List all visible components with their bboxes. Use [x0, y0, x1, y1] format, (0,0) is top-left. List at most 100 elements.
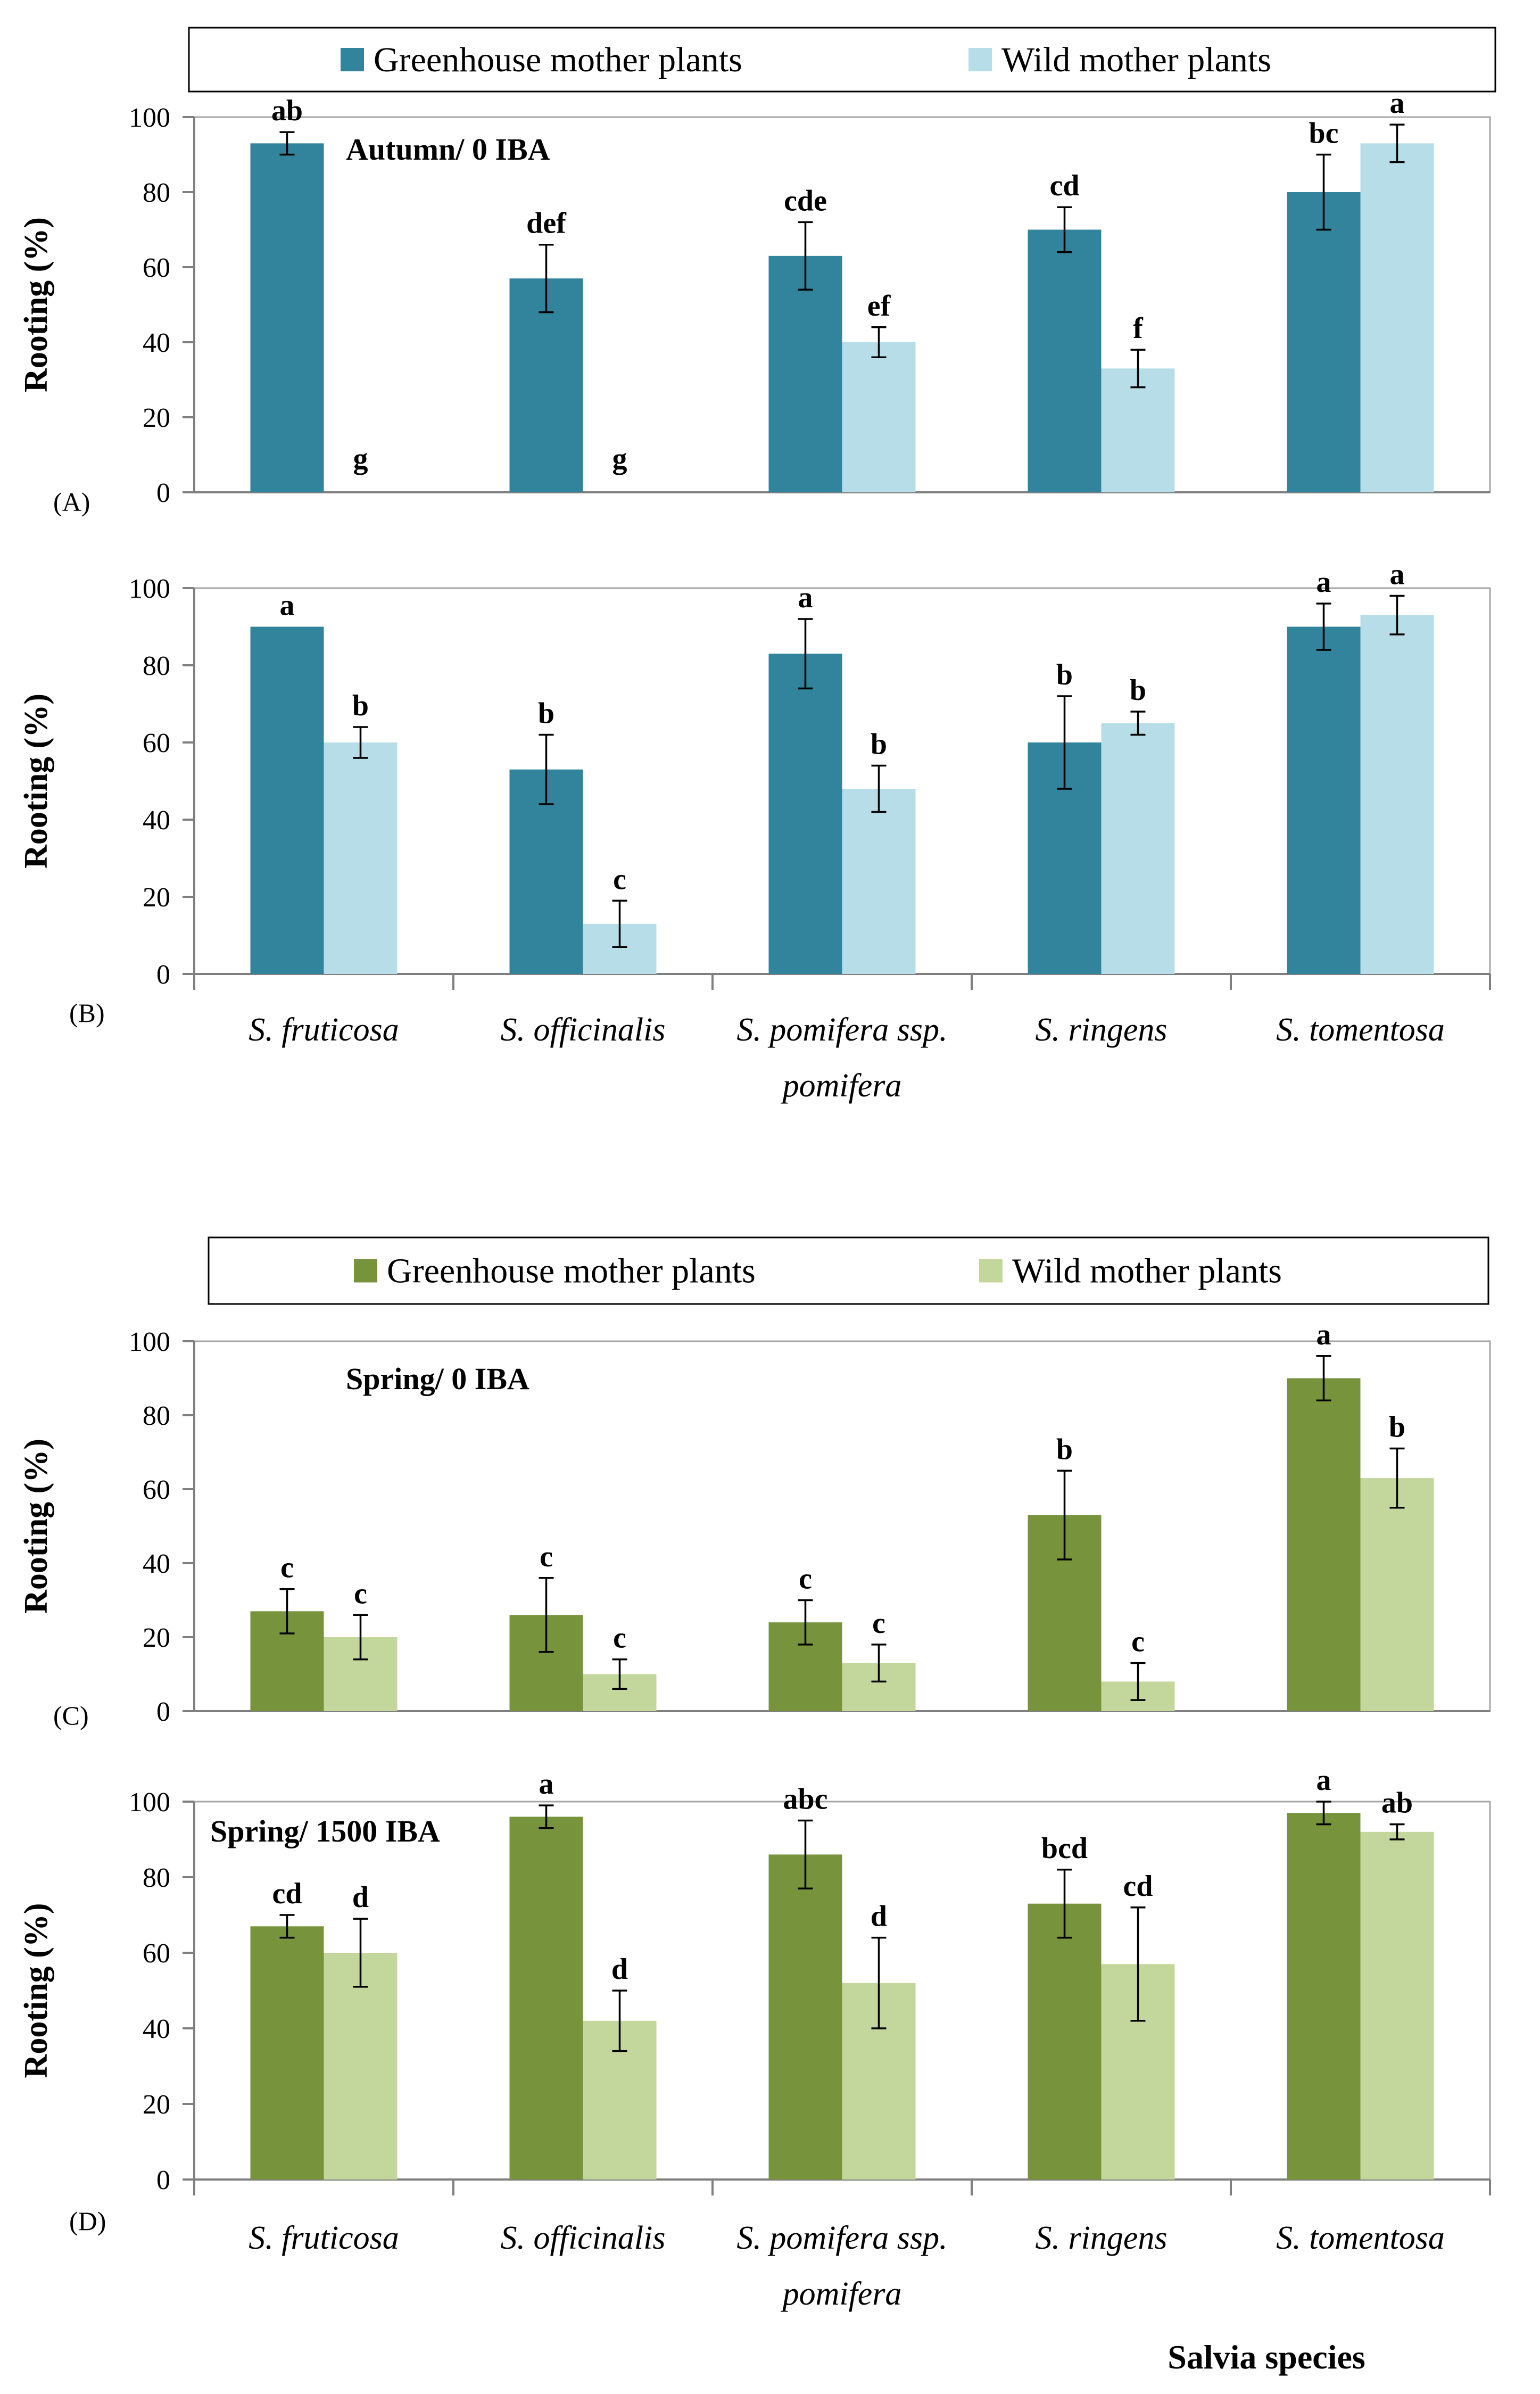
chart-panel-3: 0 20 40 60 80 100 Rooting (%) (D) Spring/ 1500 I…	[18, 1764, 1491, 2236]
significance-letter: d	[352, 1881, 369, 1914]
significance-letter: def	[526, 207, 567, 240]
significance-letter: c	[280, 1551, 294, 1584]
x-category-label: S. pomifera ssp.	[736, 1012, 947, 1048]
bar-wild	[324, 742, 398, 974]
legend-box	[188, 27, 1496, 93]
y-tick-label: 40	[143, 328, 170, 358]
y-tick-label: 20	[143, 403, 170, 433]
bar-greenhouse	[1028, 229, 1102, 492]
bar-wild	[1360, 615, 1434, 974]
bar-greenhouse	[1287, 192, 1361, 492]
y-tick-label: 40	[143, 805, 170, 836]
legend-swatch	[341, 48, 364, 71]
panel-label: (B)	[69, 998, 105, 1028]
x-category-label: pomifera	[781, 1068, 902, 1104]
legend-label: Wild mother plants	[1001, 40, 1271, 79]
significance-letter: ab	[1381, 1787, 1413, 1820]
bar-greenhouse	[1287, 626, 1361, 974]
significance-letter: ab	[271, 94, 303, 127]
significance-letter: ef	[867, 290, 891, 323]
significance-letter: c	[354, 1577, 367, 1610]
x-category-label: S. officinalis	[501, 2220, 666, 2256]
bar-greenhouse	[250, 1926, 324, 2180]
legend-swatch	[968, 48, 992, 71]
bar-greenhouse	[509, 1817, 583, 2180]
significance-letter: b	[871, 728, 887, 761]
significance-letter: d	[611, 1953, 628, 1986]
significance-letter: a	[1317, 1764, 1331, 1797]
bar-greenhouse	[250, 626, 324, 974]
y-tick-label: 100	[129, 574, 170, 604]
chart-panel-0: 0 20 40 60 80 100 Rooting (%) (A) Autumn/ 0 IBA a…	[18, 87, 1491, 517]
y-axis-title: Rooting (%)	[18, 1903, 54, 2078]
significance-letter: b	[538, 697, 554, 730]
panel-label: (D)	[69, 2206, 106, 2236]
significance-letter: b	[1130, 674, 1146, 707]
significance-letter: c	[613, 863, 626, 896]
significance-letter: a	[1317, 1318, 1331, 1351]
x-category-label: S. officinalis	[501, 1012, 666, 1048]
legend-label: Wild mother plants	[1012, 1252, 1282, 1291]
bar-greenhouse	[768, 654, 842, 974]
y-tick-label: 60	[143, 1938, 170, 1969]
bar-greenhouse	[1287, 1378, 1361, 1711]
y-tick-label: 40	[143, 1549, 170, 1579]
significance-letter: c	[613, 1622, 626, 1655]
significance-letter: g	[353, 442, 368, 475]
y-axis-title: Rooting (%)	[18, 1439, 54, 1614]
significance-letter: a	[798, 581, 813, 614]
x-axis-title: Salvia species	[1168, 2338, 1365, 2376]
panel-label: (A)	[53, 487, 90, 517]
significance-letter: bcd	[1041, 1832, 1088, 1865]
significance-letter: a	[1390, 558, 1405, 591]
significance-letter: c	[872, 1607, 885, 1640]
significance-letter: b	[1056, 658, 1073, 691]
x-category-label: S. tomentosa	[1276, 2220, 1445, 2256]
bar-wild	[324, 1953, 398, 2180]
significance-letter: a	[1317, 566, 1331, 599]
significance-letter: a	[539, 1768, 554, 1801]
bar-wild	[1360, 143, 1434, 493]
bar-greenhouse	[1287, 1813, 1361, 2180]
y-axis-title: Rooting (%)	[18, 217, 54, 392]
x-category-label: S. pomifera ssp.	[736, 2220, 947, 2256]
x-category-label: S. tomentosa	[1276, 1012, 1445, 1048]
y-tick-label: 80	[143, 1401, 170, 1431]
y-tick-label: 0	[156, 478, 170, 508]
significance-letter: c	[540, 1540, 553, 1573]
bar-greenhouse	[250, 143, 324, 493]
x-category-label: S. fruticosa	[249, 2220, 399, 2256]
y-tick-label: 60	[143, 728, 170, 758]
y-tick-label: 20	[143, 882, 170, 913]
y-tick-label: 80	[143, 1863, 170, 1893]
y-tick-label: 100	[129, 103, 170, 133]
bar-wild	[1101, 368, 1175, 492]
significance-letter: cde	[784, 184, 827, 217]
y-tick-label: 0	[156, 960, 170, 990]
panel-annotation: Autumn/ 0 IBA	[346, 132, 550, 167]
panel-annotation: Spring/ 0 IBA	[346, 1361, 529, 1396]
x-category-label: S. ringens	[1036, 1012, 1168, 1048]
significance-letter: c	[1131, 1625, 1145, 1658]
bar-wild	[1360, 1478, 1434, 1711]
significance-letter: cd	[1123, 1870, 1153, 1903]
significance-letter: a	[280, 589, 295, 622]
y-tick-label: 100	[129, 1327, 170, 1357]
significance-letter: b	[352, 689, 369, 722]
y-tick-label: 20	[143, 1623, 170, 1653]
bar-wild	[842, 342, 916, 492]
significance-letter: bc	[1309, 117, 1339, 150]
legend-label: Greenhouse mother plants	[374, 40, 742, 79]
legend-box	[208, 1236, 1489, 1305]
legend-legend_bottom: Greenhouse mother plants Wild mother plan…	[208, 1236, 1489, 1305]
significance-letter: b	[1056, 1433, 1073, 1466]
significance-letter: c	[799, 1563, 812, 1596]
significance-letter: abc	[783, 1783, 828, 1816]
legend-legend_top: Greenhouse mother plants Wild mother plan…	[188, 27, 1496, 93]
y-tick-label: 40	[143, 2014, 170, 2044]
panel-label: (C)	[53, 1700, 89, 1730]
bar-greenhouse	[768, 255, 842, 492]
legend-swatch	[354, 1259, 377, 1283]
bar-wild	[842, 789, 916, 974]
